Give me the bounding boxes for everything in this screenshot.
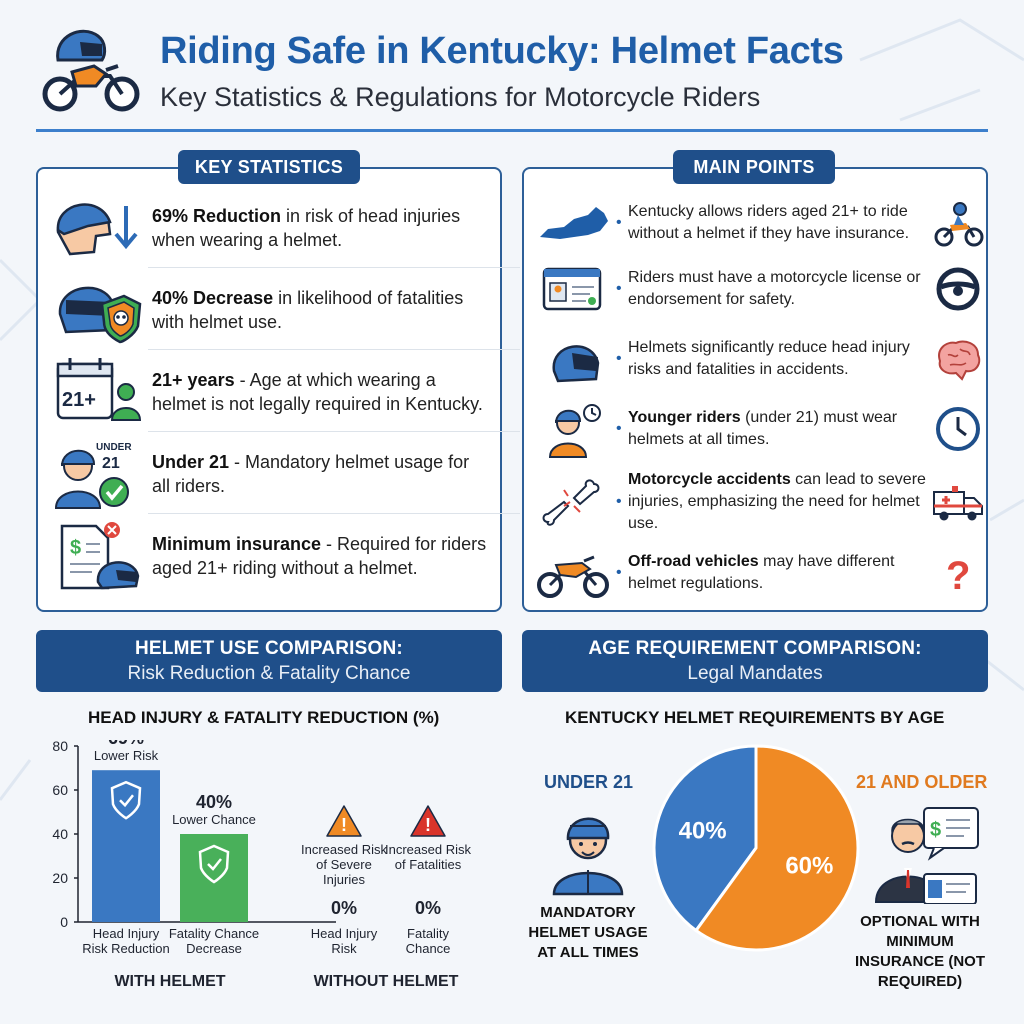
category-label: Chance — [406, 941, 451, 956]
older-rider-insurance-icon: $ — [874, 807, 979, 904]
motorcyclist-icon — [934, 202, 984, 247]
young-rider-clock-icon — [548, 404, 601, 458]
main-points-panel: • Kentucky allows riders aged 21+ to rid… — [522, 167, 988, 612]
under-21-description: MANDATORY HELMET USAGE AT ALL TIMES — [528, 904, 648, 961]
bar-note-line: Increased Risk — [301, 842, 387, 857]
shield-check-icon — [198, 844, 230, 884]
check-mark — [207, 858, 222, 871]
motorcycle-helmet-icon — [42, 29, 140, 112]
stat-item: UNDER 21 Under 21 - Mandatory helmet usa… — [38, 433, 500, 515]
question-mark-icon: ? — [946, 554, 970, 598]
broken-bone-icon — [542, 479, 600, 526]
under-21-rider-check-icon: UNDER 21 — [54, 442, 132, 509]
bar — [180, 834, 248, 922]
bar-value-label: 0% — [415, 898, 441, 918]
category-label: Fatality Chance — [169, 926, 259, 941]
y-tick-label: 80 — [52, 740, 68, 754]
warning-mark: ! — [341, 815, 347, 835]
bar-note-line: Injuries — [323, 872, 365, 887]
shield-check-icon — [110, 780, 142, 820]
steering-wheel-icon — [936, 267, 980, 311]
under-21-label: UNDER 21 — [544, 772, 634, 792]
over-21-description: OPTIONAL WITH MINIMUM INSURANCE (NOT REQ… — [855, 913, 985, 990]
bar — [92, 770, 160, 922]
stat-item: $ Minimum insurance - Required for rider… — [38, 515, 500, 597]
category-label: Fatality — [407, 926, 449, 941]
calendar-21-plus-icon: 21+ — [56, 358, 142, 421]
main-points-label: MAIN POINTS — [673, 150, 835, 184]
bar-value-label: 0% — [331, 898, 357, 918]
stat-item: 21+ 21+ years - Age at which wearing a h… — [38, 351, 500, 433]
bar-value-label: 40% — [196, 792, 232, 812]
helmet-comparison-banner: HELMET USE COMPARISON: Risk Reduction & … — [36, 630, 502, 692]
stat-item: 40% Decrease in likelihood of fatalities… — [38, 269, 500, 351]
key-statistics-panel: 69% Reduction in risk of head injuries w… — [36, 167, 520, 612]
bar-value-label: 69% — [108, 740, 144, 748]
helmet-head-down-arrow-icon — [56, 203, 138, 256]
main-point-item: • Helmets significantly reduce head inju… — [524, 329, 986, 389]
bar-chart-title: HEAD INJURY & FATALITY REDUCTION (%) — [88, 708, 440, 727]
group-label: WITH HELMET — [114, 973, 225, 990]
y-tick-label: 40 — [52, 826, 68, 842]
page-title: Riding Safe in Kentucky: Helmet Facts — [160, 30, 844, 72]
pie-slice-label: 40% — [679, 818, 727, 845]
insurance-document-helmet-icon: $ — [60, 522, 140, 590]
key-statistics-label: KEY STATISTICS — [178, 150, 360, 184]
category-label: Head Injury — [311, 926, 378, 941]
bar-note-line: of Fatalities — [395, 857, 462, 872]
main-point-item: • Riders must have a motorcycle license … — [524, 259, 986, 319]
pie-chart-title: KENTUCKY HELMET REQUIREMENTS BY AGE — [565, 708, 945, 727]
category-label: Risk — [331, 941, 357, 956]
pie-slice — [693, 744, 860, 952]
category-label: Decrease — [186, 941, 242, 956]
clock-icon — [936, 407, 980, 451]
main-point-item: • Younger riders (under 21) must wear he… — [524, 399, 986, 459]
bar-note: Lower Chance — [172, 812, 256, 827]
young-rider-icon — [552, 817, 624, 896]
svg-text:21: 21 — [102, 455, 120, 472]
main-point-item: • Motorcycle accidents can lead to sever… — [524, 469, 986, 535]
svg-text:21+: 21+ — [62, 389, 96, 411]
bar-note: Lower Risk — [94, 748, 159, 763]
helmet-shield-skull-icon — [58, 286, 142, 344]
svg-text:$: $ — [930, 819, 941, 841]
page-subtitle: Key Statistics & Regulations for Motorcy… — [160, 82, 761, 112]
svg-text:$: $ — [70, 537, 81, 559]
category-label: Head Injury — [93, 926, 160, 941]
svg-text:?: ? — [946, 554, 970, 598]
y-tick-label: 60 — [52, 782, 68, 798]
group-label: WITHOUT HELMET — [314, 973, 459, 990]
helmet-bar-chart: 0 20 40 60 80 WITH HELMET 69%Lower Risk Head In… — [52, 740, 471, 990]
license-card-icon — [542, 267, 602, 311]
main-point-item: • Kentucky allows riders aged 21+ to rid… — [524, 193, 986, 253]
pie-slice — [652, 744, 758, 933]
main-point-item: • Off-road vehicles may have different h… — [524, 543, 986, 603]
age-comparison-banner: AGE REQUIREMENT COMPARISON: Legal Mandat… — [522, 630, 988, 692]
warning-triangle-icon — [410, 805, 446, 837]
helmet-icon — [552, 345, 600, 383]
warning-mark: ! — [425, 815, 431, 835]
pie-slice-label: 60% — [785, 852, 833, 879]
svg-text:UNDER: UNDER — [96, 442, 132, 453]
ambulance-icon — [933, 486, 983, 521]
y-tick-label: 20 — [52, 870, 68, 886]
dirt-bike-icon — [537, 555, 609, 598]
category-label: Risk Reduction — [82, 941, 169, 956]
age-pie-chart: 40% 60% — [652, 744, 860, 952]
warning-triangle-icon — [326, 805, 362, 837]
y-tick-label: 0 — [60, 914, 68, 930]
kentucky-map-icon — [540, 207, 608, 239]
page-header: Riding Safe in Kentucky: Helmet Facts Ke… — [0, 0, 1024, 140]
over-21-label: 21 AND OLDER — [856, 772, 988, 792]
bar-note-line: of Severe — [316, 857, 372, 872]
check-mark — [119, 794, 134, 808]
bar-note-line: Increased Risk — [385, 842, 471, 857]
stat-item: 69% Reduction in risk of head injuries w… — [38, 187, 500, 269]
header-divider — [36, 129, 988, 132]
brain-icon — [938, 340, 981, 381]
